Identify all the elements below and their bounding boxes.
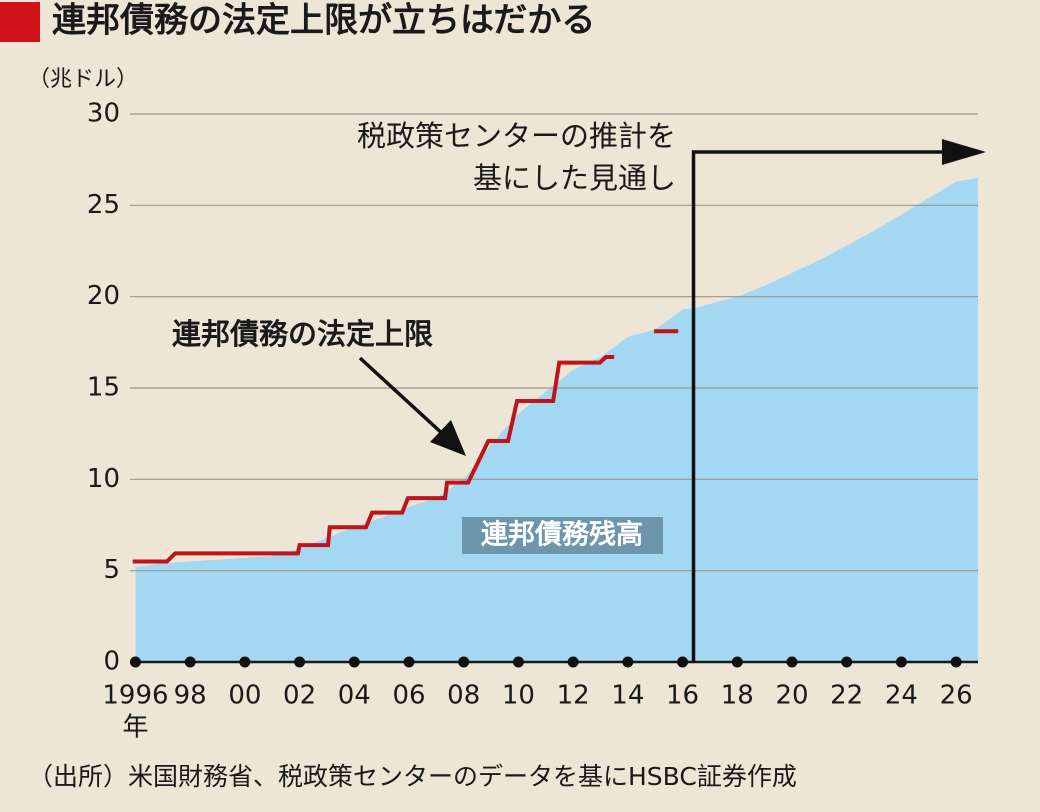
x-unit: 年 bbox=[122, 713, 148, 743]
x-tick-label: 02 bbox=[283, 681, 316, 711]
projection-line bbox=[691, 150, 950, 662]
x-tick-dot bbox=[512, 656, 524, 668]
x-tick-label: 24 bbox=[885, 681, 918, 711]
title-marker bbox=[0, 2, 40, 42]
x-tick-dot bbox=[622, 656, 634, 668]
y-tick-label: 20 bbox=[87, 281, 120, 311]
y-tick-label: 25 bbox=[87, 190, 120, 220]
x-tick-dot bbox=[184, 656, 196, 668]
x-tick-label: 98 bbox=[174, 681, 207, 711]
x-tick-dot bbox=[677, 656, 689, 668]
x-tick-dot bbox=[841, 656, 853, 668]
x-tick-dot bbox=[129, 656, 141, 668]
source: （出所）米国財務省、税政策センターのデータを基にHSBC証券作成 bbox=[28, 762, 797, 791]
series-label: 連邦債務残高 bbox=[481, 519, 643, 551]
x-tick-label: 20 bbox=[775, 681, 808, 711]
area bbox=[135, 177, 979, 662]
x-tick-label: 18 bbox=[721, 681, 754, 711]
x-tick-dot bbox=[786, 656, 798, 668]
x-tick-label: 16 bbox=[666, 681, 699, 711]
x-tick-label: 22 bbox=[830, 681, 863, 711]
y-tick-label: 5 bbox=[103, 555, 120, 585]
x-tick-label: 04 bbox=[338, 681, 371, 711]
x-tick-label: 26 bbox=[940, 681, 973, 711]
annotation: 税政策センターの推計を bbox=[357, 119, 676, 153]
x-tick-label: 14 bbox=[611, 681, 644, 711]
x-tick-dot bbox=[458, 656, 470, 668]
x-tick-dot bbox=[895, 656, 907, 668]
y-tick-label: 15 bbox=[87, 373, 120, 403]
x-tick-label: 08 bbox=[447, 681, 480, 711]
series-label-arrow-line bbox=[358, 356, 447, 438]
x-tick-dot bbox=[403, 656, 415, 668]
chart-title: 連邦債務の法定上限が立ちはだかる bbox=[52, 1, 595, 41]
x-tick-dot bbox=[294, 656, 306, 668]
x-tick-dot bbox=[348, 656, 360, 668]
x-tick-dot bbox=[239, 656, 251, 668]
line bbox=[132, 329, 679, 564]
projection-arrowhead bbox=[942, 139, 986, 165]
series-label: 連邦債務の法定上限 bbox=[172, 317, 433, 351]
x-tick-dot bbox=[567, 656, 579, 668]
series-label-arrowhead bbox=[430, 420, 466, 456]
y-unit: （兆ドル） bbox=[28, 67, 138, 92]
x-tick-label: 12 bbox=[557, 681, 590, 711]
y-tick-label: 0 bbox=[103, 647, 120, 677]
x-tick-label: 00 bbox=[228, 681, 261, 711]
series-label-box bbox=[462, 517, 663, 554]
x-tick-label: 10 bbox=[502, 681, 535, 711]
annotation: 基にした見通し bbox=[473, 161, 676, 195]
y-tick-label: 10 bbox=[87, 464, 120, 494]
y-tick-label: 30 bbox=[87, 99, 120, 129]
x-tick-label: 1996 bbox=[102, 681, 168, 711]
x-tick-dot bbox=[950, 656, 962, 668]
x-tick-dot bbox=[731, 656, 743, 668]
x-tick-label: 06 bbox=[392, 681, 425, 711]
